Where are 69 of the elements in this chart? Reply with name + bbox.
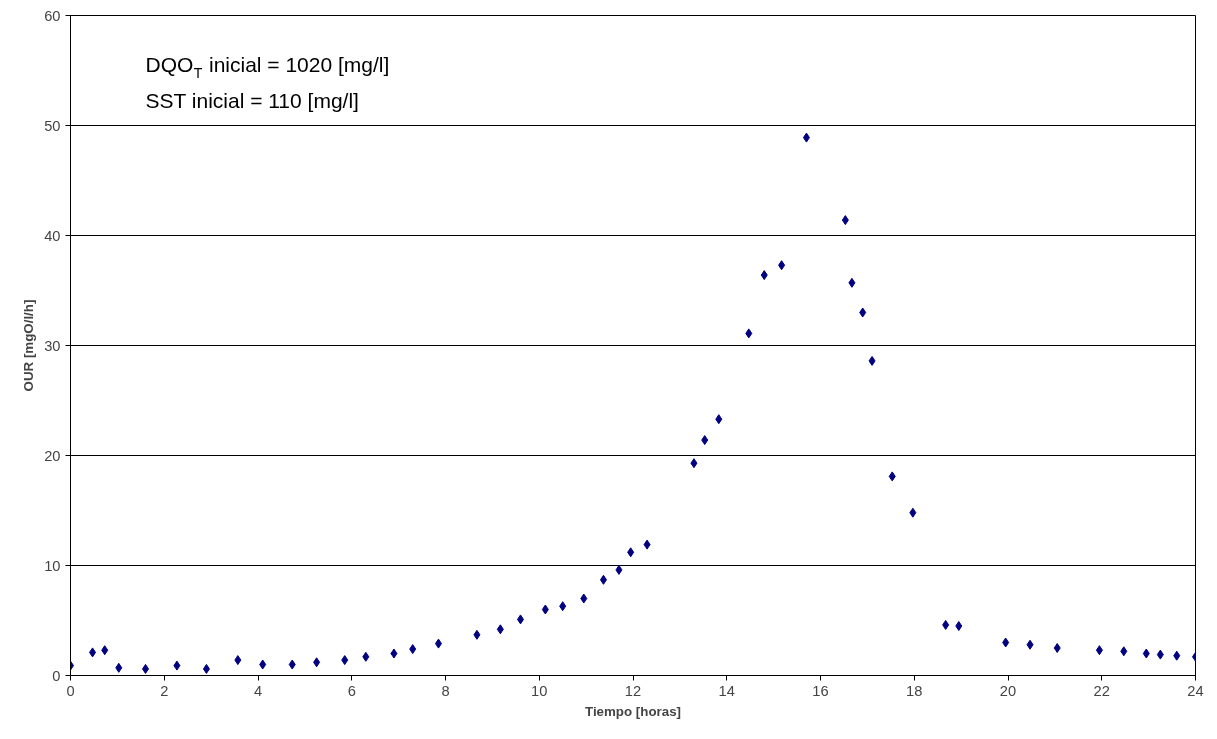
- point: [288, 659, 296, 670]
- point: [434, 638, 442, 649]
- y-tick-label: 50: [44, 117, 61, 134]
- y-tick-label: 30: [44, 337, 61, 354]
- x-tick-label: 14: [718, 682, 735, 699]
- point: [390, 648, 398, 659]
- point: [1156, 649, 1164, 660]
- x-tick-label: 24: [1187, 682, 1204, 699]
- point: [89, 647, 97, 658]
- x-tick-label: 4: [253, 682, 263, 699]
- point: [599, 574, 607, 585]
- point: [234, 655, 242, 666]
- point: [615, 564, 623, 575]
- x-tick-label: 20: [999, 682, 1017, 699]
- point: [760, 270, 768, 281]
- point: [580, 593, 588, 604]
- y-tick-label: 10: [44, 557, 61, 574]
- y-tick-label: 60: [44, 7, 61, 24]
- point: [1002, 637, 1010, 648]
- point: [848, 277, 856, 288]
- point: [202, 663, 210, 674]
- x-tick-label: 8: [441, 682, 450, 699]
- y-tick-label: 0: [52, 667, 61, 684]
- point: [909, 507, 917, 518]
- point: [341, 655, 349, 666]
- point: [1095, 645, 1103, 656]
- x-tick-label: 6: [347, 682, 356, 699]
- point: [473, 629, 481, 640]
- point: [313, 657, 321, 668]
- point: [745, 328, 753, 339]
- point: [409, 644, 417, 655]
- annotation: SST inicial = 110 [mg/l]: [145, 88, 359, 112]
- point: [1120, 646, 1128, 657]
- point: [888, 471, 896, 482]
- point: [802, 132, 810, 143]
- point: [259, 659, 267, 670]
- point: [173, 660, 181, 671]
- x-tick-label: 16: [812, 682, 829, 699]
- point: [1026, 639, 1034, 650]
- y-tick-label: 20: [44, 447, 61, 464]
- point: [1053, 643, 1061, 653]
- point: [868, 355, 876, 366]
- point: [496, 624, 504, 635]
- x-tick-label: 2: [160, 682, 169, 699]
- y-tick-label: 40: [44, 227, 61, 244]
- x-tick-label: 10: [531, 682, 548, 699]
- y-axis-title: OUR [mgO/l/h]: [21, 299, 37, 392]
- point: [627, 547, 635, 558]
- point: [1173, 650, 1181, 661]
- point: [701, 435, 709, 446]
- point: [541, 604, 549, 615]
- point: [690, 458, 698, 469]
- point: [715, 414, 723, 425]
- point: [942, 619, 950, 630]
- x-axis-title: Tiempo [horas]: [584, 703, 682, 719]
- point: [1142, 648, 1150, 659]
- x-tick-label: 22: [1093, 682, 1110, 699]
- point: [101, 645, 109, 656]
- x-tick-label: 12: [624, 682, 642, 699]
- point: [778, 260, 786, 271]
- point: [559, 601, 567, 612]
- x-tick-label: 18: [906, 682, 923, 699]
- point: [115, 662, 123, 673]
- point: [362, 651, 370, 662]
- point: [841, 215, 849, 226]
- x-tick-label: 0: [66, 682, 75, 699]
- point: [643, 539, 651, 550]
- point: [955, 621, 963, 631]
- point: [859, 307, 867, 318]
